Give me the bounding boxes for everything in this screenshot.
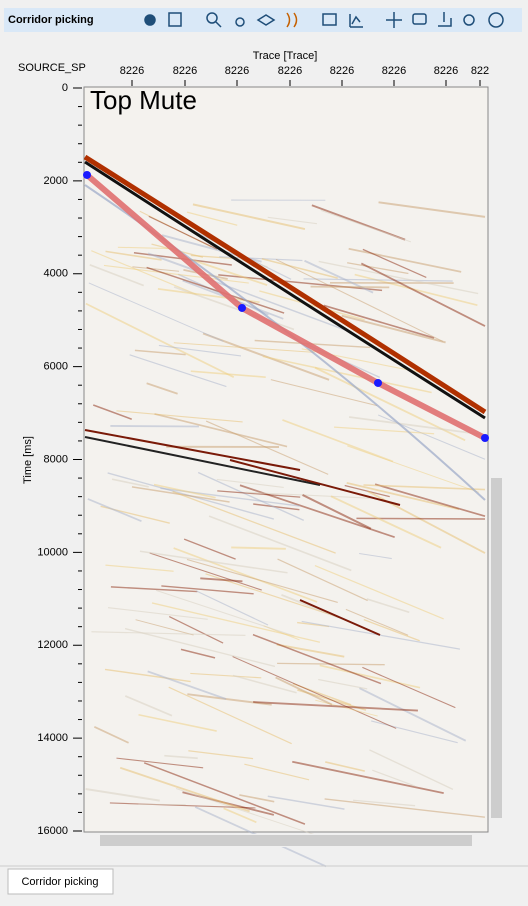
y-tick-label: 2000 bbox=[44, 175, 68, 187]
y-tick-label: 6000 bbox=[44, 361, 68, 373]
x-tick-label: 8226 bbox=[120, 65, 144, 77]
mute-pick bbox=[83, 171, 91, 179]
seismic-reflection bbox=[311, 287, 390, 288]
y-tick-label: 16000 bbox=[37, 825, 68, 837]
y-tick-label: 10000 bbox=[37, 546, 68, 558]
y-tick-label: 4000 bbox=[44, 268, 68, 280]
panel-title: Corridor picking bbox=[8, 14, 94, 26]
x-tick-label: 8226 bbox=[225, 65, 249, 77]
v-scroll-thumb[interactable] bbox=[491, 478, 502, 818]
x-tick-label: 8226 bbox=[382, 65, 406, 77]
x-tick-label: 8226 bbox=[173, 65, 197, 77]
mute-pick bbox=[481, 434, 489, 442]
seismic-reflection bbox=[110, 426, 199, 427]
seismic-reflection bbox=[356, 518, 485, 519]
h-scroll-thumb[interactable] bbox=[100, 835, 472, 846]
mute-pick bbox=[238, 304, 246, 312]
y-axis-label: Time [ms] bbox=[22, 436, 34, 484]
y-tick-label: 8000 bbox=[44, 453, 68, 465]
seismic-reflection bbox=[231, 547, 286, 548]
y-tick-label: 12000 bbox=[37, 639, 68, 651]
x-tick-label: 822 bbox=[471, 65, 489, 77]
x-tick-label: 8226 bbox=[278, 65, 302, 77]
x-tick-label: 8226 bbox=[330, 65, 354, 77]
key-label: SOURCE_SP bbox=[18, 62, 86, 74]
x-axis-label: Trace [Trace] bbox=[253, 50, 318, 62]
mute-pick bbox=[374, 379, 382, 387]
annotation: Top Mute bbox=[90, 85, 197, 115]
x-tick-label: 8226 bbox=[434, 65, 458, 77]
settings-icon[interactable] bbox=[145, 15, 155, 25]
tab-label[interactable]: Corridor picking bbox=[21, 876, 98, 888]
y-tick-label: 14000 bbox=[37, 732, 68, 744]
y-tick-label: 0 bbox=[62, 82, 68, 94]
